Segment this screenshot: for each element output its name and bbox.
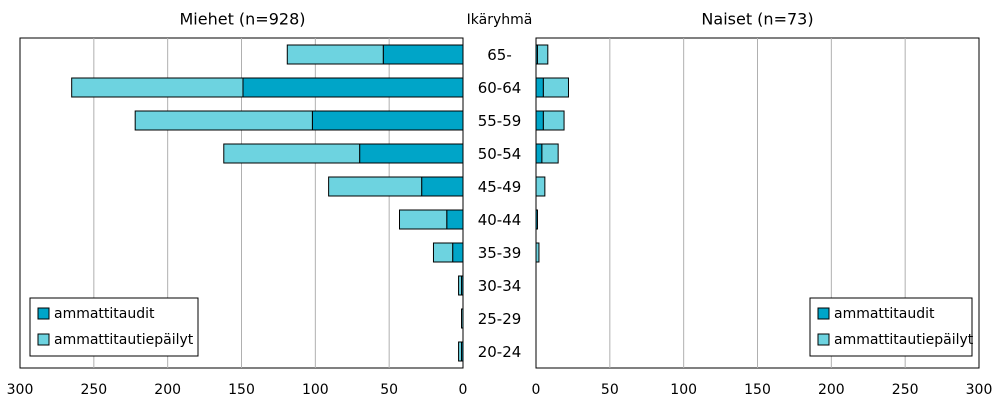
men-bar-ammattitautiepailyt [432,242,454,263]
left-legend [29,297,199,357]
age-category-label: 30-34 [478,277,522,295]
left-legend-label: ammattitautiepäilyt [54,332,194,348]
men-bar-ammattitaudit [452,242,464,263]
right-x-tick-label: 100 [670,382,697,398]
women-bar-ammattitautiepailyt [541,143,559,164]
right-panel-title: Naiset (n=73) [701,10,813,29]
right-x-tick-label: 150 [744,382,771,398]
right-legend-swatch [817,333,830,346]
age-category-label: 45-49 [478,178,522,196]
left-x-tick-label: 150 [228,382,255,398]
men-bar-ammattitautiepailyt [458,275,463,296]
men-bar-ammattitaudit [311,110,464,131]
men-bar-ammattitaudit [421,176,464,197]
right-x-tick-label: 300 [966,382,993,398]
left-x-tick-label: 300 [7,382,34,398]
age-category-label: 65- [487,46,512,64]
right-legend-label: ammattitaudit [834,306,935,322]
left-x-tick-label: 100 [302,382,329,398]
left-legend-label: ammattitaudit [54,306,155,322]
men-bar-ammattitaudit [382,44,464,65]
left-legend-swatch [37,307,50,320]
age-category-label: 50-54 [478,145,522,163]
left-x-tick-label: 0 [459,382,468,398]
men-bar-ammattitautiepailyt [223,143,361,164]
right-x-tick-label: 0 [532,382,541,398]
men-bar-ammattitaudit [359,143,464,164]
age-axis-label: Ikäryhmä [467,12,533,28]
age-category-label: 20-24 [478,343,522,361]
men-bar-ammattitautiepailyt [71,77,244,98]
right-x-tick-label: 200 [818,382,845,398]
age-category-label: 40-44 [478,211,522,229]
men-bar-ammattitautiepailyt [286,44,384,65]
age-category-label: 25-29 [478,310,522,328]
men-bar-ammattitaudit [446,209,464,230]
right-x-tick-label: 50 [601,382,619,398]
women-bar-ammattitaudit [535,209,538,230]
women-bar-ammattitaudit [535,143,543,164]
women-bar-ammattitautiepailyt [536,44,549,65]
left-x-tick-label: 250 [80,382,107,398]
men-bar-ammattitautiepailyt [461,308,464,329]
right-legend [809,297,973,357]
men-bar-ammattitautiepailyt [458,341,463,362]
men-bar-ammattitautiepailyt [134,110,313,131]
men-bar-ammattitautiepailyt [328,176,423,197]
right-x-tick-label: 250 [892,382,919,398]
men-bar-ammattitaudit [242,77,464,98]
men-bar-ammattitautiepailyt [399,209,448,230]
women-bar-ammattitautiepailyt [542,77,569,98]
women-bar-ammattitaudit [535,110,544,131]
age-category-label: 55-59 [478,112,522,130]
right-legend-swatch [817,307,830,320]
left-x-tick-label: 50 [380,382,398,398]
women-bar-ammattitautiepailyt [535,176,546,197]
women-bar-ammattitautiepailyt [542,110,565,131]
age-category-label: 35-39 [478,244,522,262]
women-bar-ammattitaudit [535,77,544,98]
right-legend-label: ammattitautiepäilyt [834,332,974,348]
left-panel-title: Miehet (n=928) [179,10,305,29]
left-x-tick-label: 200 [154,382,181,398]
left-legend-swatch [37,333,50,346]
women-bar-ammattitautiepailyt [535,242,540,263]
age-category-label: 60-64 [478,79,522,97]
